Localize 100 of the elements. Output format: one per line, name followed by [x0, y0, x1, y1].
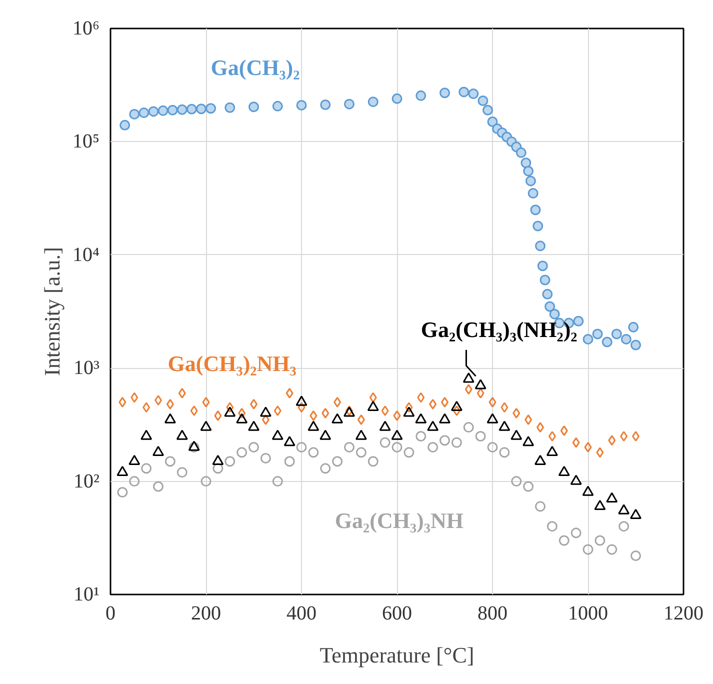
point	[166, 398, 174, 410]
point	[224, 456, 236, 467]
point	[392, 93, 402, 104]
point	[368, 96, 378, 108]
point	[248, 102, 259, 112]
point	[537, 260, 548, 272]
point	[164, 456, 176, 467]
text: Ga₂(CH₃)₃(NH₂)₂	[420, 317, 578, 342]
y-tick-label: 10⁵	[72, 130, 100, 153]
point	[620, 334, 632, 344]
point	[451, 437, 462, 448]
point	[510, 430, 522, 440]
point	[523, 166, 534, 176]
point	[164, 413, 176, 424]
point	[152, 446, 164, 456]
point	[464, 384, 472, 395]
point	[630, 340, 641, 350]
x-tick-label: 1000	[568, 602, 608, 624]
point	[238, 408, 246, 418]
point	[272, 476, 283, 487]
point	[474, 379, 486, 390]
point	[296, 100, 307, 110]
point	[260, 452, 271, 464]
x-tick-label: 0	[106, 602, 116, 624]
point	[499, 447, 510, 458]
point	[196, 104, 206, 114]
point	[117, 487, 128, 498]
point	[572, 437, 580, 448]
y-tick-label: 10⁶	[72, 18, 100, 40]
point	[560, 425, 568, 436]
point	[381, 406, 389, 416]
point	[226, 402, 234, 413]
series-label: Ga₂(CH₃)₃NH	[334, 508, 464, 533]
point	[284, 436, 296, 446]
point	[478, 96, 488, 106]
point	[357, 414, 365, 425]
point	[176, 104, 188, 115]
point	[498, 420, 510, 431]
point	[141, 463, 152, 474]
point	[592, 328, 603, 340]
point	[440, 88, 450, 98]
point	[380, 437, 390, 448]
point	[186, 104, 197, 114]
point	[584, 442, 592, 452]
series-label: Ga(CH₃)₂	[210, 55, 300, 80]
x-tick-label: 1200	[664, 602, 704, 624]
y-tick-label: 10³	[74, 357, 100, 380]
x-tick-label: 200	[191, 602, 221, 624]
point	[403, 406, 415, 417]
point	[611, 328, 622, 340]
x-tick-label: 800	[478, 602, 508, 624]
point	[138, 108, 150, 118]
point	[488, 396, 496, 408]
point	[618, 504, 630, 514]
point	[272, 100, 283, 112]
point	[630, 508, 642, 520]
point	[332, 413, 344, 424]
point	[140, 430, 152, 440]
point	[344, 442, 354, 452]
point	[542, 288, 553, 300]
point	[367, 400, 379, 411]
point	[558, 535, 570, 546]
point	[369, 392, 377, 403]
point	[355, 430, 367, 440]
point	[154, 395, 162, 406]
point	[142, 402, 150, 413]
point	[548, 431, 556, 442]
point	[130, 392, 138, 403]
point	[546, 521, 558, 532]
point	[274, 406, 282, 416]
point	[404, 447, 414, 458]
point	[594, 535, 606, 546]
point	[523, 481, 534, 492]
point	[618, 521, 630, 532]
point	[212, 463, 224, 474]
point	[190, 406, 198, 416]
point	[512, 408, 520, 418]
point	[236, 447, 248, 458]
point	[596, 447, 604, 458]
point	[356, 447, 366, 458]
point	[368, 456, 378, 467]
point	[417, 392, 425, 403]
point	[248, 420, 260, 431]
point	[486, 413, 498, 424]
y-tick-label: 10²	[74, 470, 100, 492]
point	[524, 414, 532, 425]
point	[212, 454, 224, 466]
point	[176, 467, 188, 478]
point	[511, 476, 522, 487]
point	[248, 442, 259, 452]
point	[262, 414, 270, 425]
point	[214, 410, 222, 421]
point	[224, 102, 236, 113]
point	[429, 398, 437, 410]
point	[602, 336, 612, 348]
point	[200, 420, 212, 431]
point	[558, 466, 570, 476]
y-axis-title: Intensity [a.u.]	[40, 247, 65, 376]
point	[296, 442, 307, 452]
point	[334, 396, 342, 408]
